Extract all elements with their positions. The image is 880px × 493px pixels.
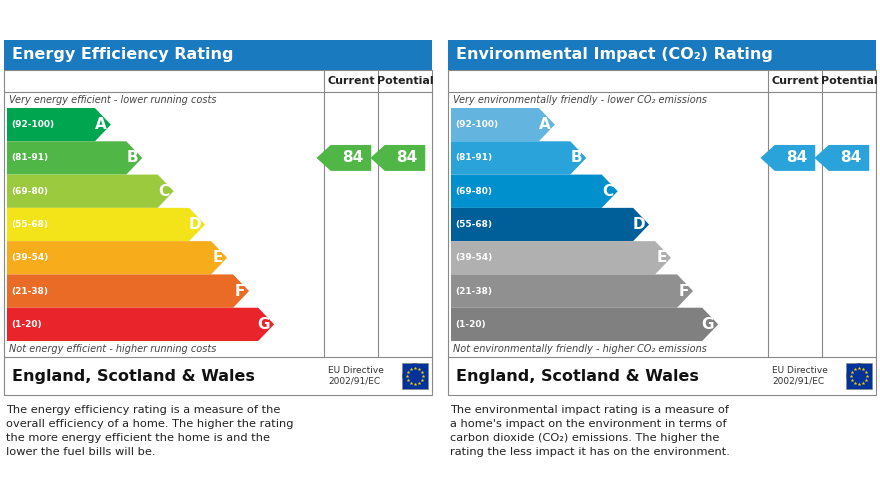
Polygon shape (451, 141, 586, 175)
Text: E: E (213, 250, 223, 265)
Text: Energy Efficiency Rating: Energy Efficiency Rating (12, 47, 233, 63)
Text: 84: 84 (787, 150, 808, 166)
Text: A: A (95, 117, 106, 132)
Text: B: B (570, 150, 583, 166)
Text: E: E (656, 250, 667, 265)
Text: England, Scotland & Wales: England, Scotland & Wales (456, 368, 699, 384)
Text: C: C (603, 184, 613, 199)
Text: F: F (678, 283, 689, 299)
Text: The environmental impact rating is a measure of
a home's impact on the environme: The environmental impact rating is a mea… (450, 405, 730, 457)
Text: 84: 84 (396, 150, 418, 166)
Text: The energy efficiency rating is a measure of the
overall efficiency of a home. T: The energy efficiency rating is a measur… (6, 405, 294, 457)
Polygon shape (451, 275, 693, 308)
Text: EU Directive
2002/91/EC: EU Directive 2002/91/EC (328, 366, 384, 386)
Polygon shape (7, 141, 143, 175)
Polygon shape (7, 108, 111, 141)
Polygon shape (451, 241, 671, 275)
Polygon shape (760, 145, 815, 171)
Bar (448, 40, 876, 70)
Polygon shape (815, 145, 869, 171)
Text: (39-54): (39-54) (455, 253, 492, 262)
Bar (448, 70, 876, 395)
Polygon shape (7, 175, 173, 208)
Text: Not environmentally friendly - higher CO₂ emissions: Not environmentally friendly - higher CO… (453, 344, 707, 354)
Text: (1-20): (1-20) (11, 320, 41, 329)
Text: Potential: Potential (821, 76, 877, 86)
Bar (4, 40, 432, 70)
Polygon shape (317, 145, 371, 171)
Text: A: A (539, 117, 551, 132)
Text: G: G (258, 317, 270, 332)
Text: F: F (235, 283, 245, 299)
Text: 84: 84 (840, 150, 862, 166)
Text: D: D (633, 217, 645, 232)
Text: Very energy efficient - lower running costs: Very energy efficient - lower running co… (9, 95, 216, 105)
Text: (81-91): (81-91) (455, 153, 492, 162)
Text: C: C (158, 184, 170, 199)
Text: (92-100): (92-100) (11, 120, 55, 129)
Polygon shape (451, 208, 649, 241)
Text: (1-20): (1-20) (455, 320, 486, 329)
Text: (92-100): (92-100) (455, 120, 498, 129)
Circle shape (847, 363, 871, 388)
Text: Very environmentally friendly - lower CO₂ emissions: Very environmentally friendly - lower CO… (453, 95, 707, 105)
Text: 84: 84 (342, 150, 363, 166)
Text: (55-68): (55-68) (455, 220, 492, 229)
Text: England, Scotland & Wales: England, Scotland & Wales (12, 368, 255, 384)
Text: (69-80): (69-80) (11, 187, 48, 196)
Polygon shape (7, 241, 227, 275)
Polygon shape (370, 145, 425, 171)
Polygon shape (451, 308, 718, 341)
Text: G: G (701, 317, 715, 332)
Text: (21-38): (21-38) (455, 286, 492, 296)
Text: Current: Current (771, 76, 818, 86)
Text: Not energy efficient - higher running costs: Not energy efficient - higher running co… (9, 344, 216, 354)
Text: EU Directive
2002/91/EC: EU Directive 2002/91/EC (772, 366, 828, 386)
Text: (21-38): (21-38) (11, 286, 48, 296)
Polygon shape (7, 308, 275, 341)
Bar (402, 363, 428, 389)
Text: Environmental Impact (CO₂) Rating: Environmental Impact (CO₂) Rating (456, 47, 773, 63)
Text: (69-80): (69-80) (455, 187, 492, 196)
Text: Potential: Potential (377, 76, 433, 86)
Polygon shape (451, 175, 618, 208)
Text: (81-91): (81-91) (11, 153, 48, 162)
Circle shape (402, 363, 428, 388)
Polygon shape (7, 275, 249, 308)
Bar (846, 363, 872, 389)
Bar (4, 70, 432, 395)
Text: (39-54): (39-54) (11, 253, 48, 262)
Polygon shape (451, 108, 555, 141)
Polygon shape (7, 208, 205, 241)
Text: (55-68): (55-68) (11, 220, 48, 229)
Text: D: D (188, 217, 202, 232)
Text: B: B (127, 150, 138, 166)
Text: Current: Current (327, 76, 375, 86)
